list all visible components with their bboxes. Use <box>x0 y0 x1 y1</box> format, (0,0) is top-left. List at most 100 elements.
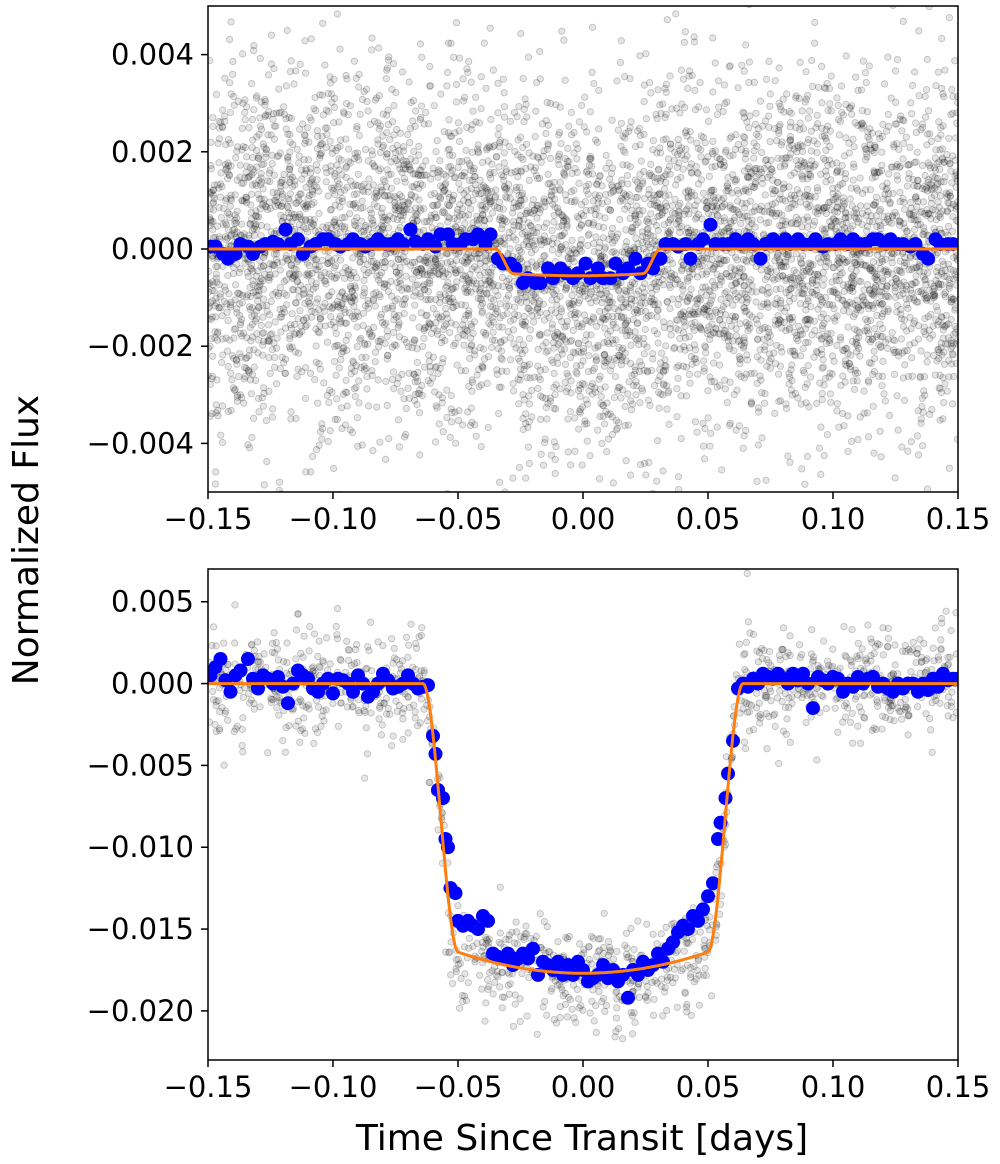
raw-point <box>674 473 683 481</box>
raw-point <box>665 420 673 428</box>
raw-point <box>664 166 672 175</box>
raw-point <box>556 103 564 111</box>
raw-point <box>502 295 511 303</box>
raw-point <box>259 185 267 193</box>
raw-point <box>690 341 699 349</box>
raw-point <box>863 153 871 161</box>
raw-point <box>827 398 835 406</box>
raw-point <box>593 180 601 188</box>
raw-point <box>350 57 358 65</box>
raw-point <box>626 75 634 83</box>
raw-point <box>685 210 693 218</box>
raw-point <box>372 288 380 296</box>
raw-point <box>710 263 719 271</box>
raw-point <box>844 283 852 291</box>
raw-point <box>860 296 868 304</box>
raw-point <box>344 331 352 339</box>
raw-point <box>585 230 593 238</box>
raw-point <box>864 335 873 344</box>
raw-point <box>514 296 523 304</box>
raw-point <box>208 335 215 343</box>
raw-point <box>589 313 598 321</box>
raw-point <box>951 57 958 65</box>
raw-point <box>844 323 852 331</box>
raw-point <box>477 73 485 81</box>
raw-point <box>540 223 548 231</box>
raw-point <box>720 81 729 89</box>
raw-point <box>897 315 906 323</box>
raw-point <box>305 138 313 146</box>
raw-point <box>884 305 892 313</box>
raw-point <box>398 370 406 378</box>
raw-point <box>420 271 428 279</box>
raw-point <box>897 310 905 318</box>
raw-point <box>761 323 769 331</box>
raw-point <box>546 154 555 163</box>
raw-point <box>276 149 284 157</box>
raw-point <box>619 190 628 198</box>
raw-point <box>948 85 956 94</box>
raw-point <box>579 284 587 293</box>
raw-point <box>745 6 753 9</box>
raw-point <box>383 401 391 410</box>
raw-point <box>940 158 948 166</box>
raw-point <box>363 385 371 393</box>
raw-point <box>360 276 368 285</box>
raw-point <box>521 318 530 326</box>
raw-point <box>602 287 610 295</box>
raw-point <box>416 451 424 459</box>
raw-point <box>722 288 730 296</box>
raw-point <box>635 185 643 193</box>
raw-point <box>516 289 525 297</box>
raw-point <box>785 291 794 299</box>
raw-point <box>569 326 577 334</box>
raw-point <box>344 267 352 275</box>
raw-point <box>234 143 242 151</box>
raw-point <box>257 125 266 133</box>
raw-point <box>339 108 348 116</box>
raw-point <box>581 93 589 101</box>
raw-point <box>419 162 427 170</box>
raw-point <box>934 68 943 76</box>
raw-point <box>617 303 626 311</box>
raw-point <box>488 313 496 322</box>
raw-point <box>768 200 776 208</box>
raw-point <box>584 294 593 303</box>
raw-point <box>468 387 476 395</box>
raw-point <box>916 372 924 381</box>
raw-point <box>875 341 883 349</box>
raw-point <box>384 106 392 114</box>
raw-point <box>850 163 858 171</box>
raw-point <box>292 67 300 75</box>
raw-point <box>516 346 524 354</box>
raw-point <box>711 59 719 67</box>
raw-point <box>211 480 219 488</box>
raw-point <box>758 179 767 188</box>
raw-point <box>428 201 437 210</box>
raw-point <box>727 272 736 280</box>
raw-point <box>675 295 683 303</box>
raw-point <box>294 315 302 323</box>
raw-point <box>891 67 900 75</box>
raw-point <box>925 326 933 334</box>
raw-point <box>672 324 680 332</box>
raw-point <box>859 261 868 269</box>
raw-point <box>839 179 847 188</box>
raw-point <box>229 70 237 78</box>
raw-point <box>807 127 815 135</box>
raw-point <box>515 223 523 231</box>
raw-point <box>218 402 227 410</box>
raw-point <box>778 138 786 146</box>
raw-point <box>457 367 465 375</box>
raw-point <box>802 68 810 76</box>
raw-point <box>677 66 685 74</box>
raw-point <box>849 160 858 168</box>
raw-point <box>212 262 220 271</box>
raw-point <box>638 177 647 185</box>
raw-point <box>621 402 629 411</box>
raw-point <box>494 79 502 88</box>
raw-point <box>795 189 804 198</box>
raw-point <box>576 392 584 401</box>
raw-point <box>808 288 816 296</box>
raw-point <box>492 153 501 161</box>
